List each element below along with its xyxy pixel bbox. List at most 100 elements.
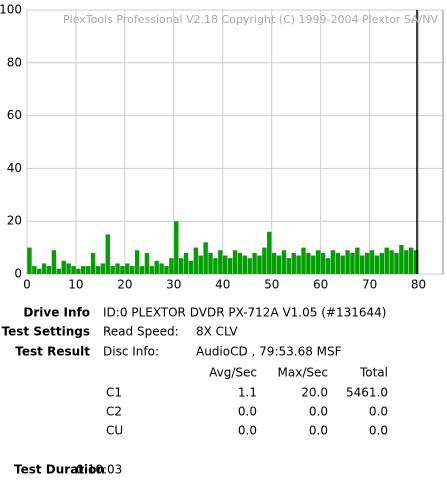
bar [340, 255, 345, 274]
bar [71, 266, 76, 274]
value: ID:0 PLEXTOR DVDR PX-712A V1.05 (#131644… [103, 306, 386, 320]
bar [315, 250, 321, 274]
value: Disc Info: [103, 345, 159, 359]
bar [193, 247, 199, 274]
bar [374, 255, 380, 274]
bar [85, 266, 91, 274]
bar [134, 250, 140, 274]
bar [154, 260, 159, 274]
bar [90, 252, 96, 274]
bar [335, 252, 340, 274]
x-tick-label: 70 [362, 278, 377, 292]
bar [95, 266, 101, 274]
bar [120, 266, 125, 274]
label: Drive Info [23, 306, 90, 320]
bar [320, 252, 326, 274]
bar [413, 250, 419, 274]
table-cell: 0.0 [309, 405, 328, 419]
table-cell: 0.0 [369, 424, 388, 438]
chart-title: PlexTools Professional V2.18 Copyright (… [63, 13, 438, 26]
bar [399, 244, 404, 274]
table-cell: 0.0 [369, 405, 388, 419]
bar [125, 263, 130, 274]
y-tick-label: 0 [14, 267, 22, 281]
column-header: Avg/Sec [209, 366, 257, 380]
label: Test Result [15, 345, 90, 359]
table-cell: 0.0 [309, 424, 328, 438]
x-tick-label: 0 [23, 278, 31, 292]
bar [223, 255, 228, 274]
bar [198, 255, 203, 274]
value: AudioCD , 79:53.68 MSF [196, 345, 342, 359]
bar [325, 258, 331, 274]
bar [267, 231, 272, 274]
bar [183, 252, 189, 274]
bar [46, 266, 52, 274]
value: Read Speed: [103, 325, 179, 339]
bar [404, 250, 409, 274]
bar [164, 266, 169, 274]
column-header: Max/Sec [278, 366, 328, 380]
bar [369, 250, 375, 274]
bar [408, 247, 414, 274]
bar [296, 255, 301, 274]
y-tick-label: 40 [7, 161, 22, 175]
x-tick-label: 30 [166, 278, 181, 292]
bar [37, 268, 42, 274]
bar [115, 263, 120, 274]
bar [242, 255, 247, 274]
table-cell: 5461.0 [346, 386, 388, 400]
table-cell: 1.1 [238, 386, 257, 400]
x-tick-label: 40 [215, 278, 230, 292]
bar [149, 266, 155, 274]
bar [27, 247, 32, 274]
table-cell: C1 [106, 386, 122, 400]
bar [384, 247, 389, 274]
bar [252, 252, 257, 274]
bar [350, 252, 355, 274]
bar [227, 258, 233, 274]
bar [394, 252, 399, 274]
bar [355, 247, 360, 274]
bar [213, 258, 218, 274]
bar [276, 255, 282, 274]
table-cell: 20.0 [301, 386, 328, 400]
bar [159, 263, 164, 274]
bar [389, 250, 394, 274]
y-tick-label: 20 [7, 214, 22, 228]
table-cell: C2 [106, 405, 122, 419]
bar [51, 250, 57, 274]
bar [330, 250, 336, 274]
bar [32, 266, 37, 274]
bar [139, 266, 145, 274]
bar [379, 252, 385, 274]
bar [257, 255, 262, 274]
y-tick-label: 60 [7, 108, 22, 122]
bar [174, 221, 179, 274]
bar [286, 258, 292, 274]
bar [41, 263, 47, 274]
bar [237, 252, 243, 274]
bar [144, 252, 150, 274]
label: Test Settings [2, 325, 90, 339]
label: Test Duration [14, 463, 105, 477]
bar [232, 250, 238, 274]
bar [364, 252, 370, 274]
table-cell: CU [106, 424, 123, 438]
bar [81, 266, 86, 274]
value: 0:10:03 [76, 463, 122, 477]
bar [61, 260, 66, 274]
x-tick-label: 10 [68, 278, 83, 292]
bar [311, 255, 316, 274]
y-tick-label: 100 [0, 3, 22, 17]
table-cell: 0.0 [238, 405, 257, 419]
y-tick-label: 80 [7, 55, 22, 69]
bar [306, 252, 311, 274]
value: 8X CLV [196, 325, 238, 339]
bar [178, 258, 184, 274]
table-cell: 0.0 [238, 424, 257, 438]
x-tick-label: 60 [313, 278, 328, 292]
plot-area [26, 9, 444, 275]
bar [188, 260, 194, 274]
bar [360, 255, 365, 274]
